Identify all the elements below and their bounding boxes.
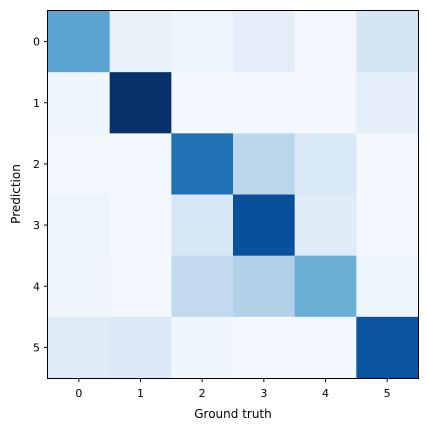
- heatmap-cell: [171, 316, 234, 379]
- x-tick-label: 5: [384, 387, 391, 400]
- y-axis-ticks: 0 1 2 3 4 5: [33, 36, 48, 354]
- x-tick-label: 0: [75, 387, 82, 400]
- heatmap-cell: [356, 133, 419, 195]
- heatmap-cell: [356, 11, 419, 73]
- plot-frame: [47, 10, 419, 379]
- x-tick-label: 3: [260, 387, 267, 400]
- heatmap-cell: [233, 316, 296, 379]
- heatmap-cell: [109, 255, 172, 318]
- heatmap-cell: [109, 316, 172, 379]
- heatmap-cell: [171, 11, 234, 73]
- heatmap-cell: [356, 255, 419, 318]
- y-axis-label: Prediction: [9, 164, 23, 224]
- heatmap-cell: [294, 194, 357, 257]
- heatmap-cell: [109, 11, 172, 73]
- x-tick-label: 1: [137, 387, 144, 400]
- heatmap-cell: [233, 133, 296, 195]
- x-tick-label: 4: [322, 387, 329, 400]
- heatmap-cell: [48, 133, 111, 195]
- heatmap-cell: [356, 316, 419, 379]
- heatmap-cell: [48, 11, 111, 73]
- heatmap-cell: [48, 316, 111, 379]
- heatmap-cell: [171, 72, 234, 134]
- heatmap-cell: [294, 133, 357, 195]
- y-tick-label: 2: [33, 158, 40, 171]
- heatmap-cell: [109, 194, 172, 257]
- heatmap-cell: [171, 194, 234, 257]
- heatmap-cell: [356, 72, 419, 134]
- heatmap-cell: [356, 194, 419, 257]
- heatmap-cell: [109, 133, 172, 195]
- heatmap-cell: [109, 72, 172, 134]
- heatmap-cells: [48, 11, 419, 379]
- y-tick-label: 4: [33, 280, 40, 293]
- heatmap-cell: [233, 11, 296, 73]
- x-tick-label: 2: [199, 387, 206, 400]
- y-tick-label: 3: [33, 219, 40, 232]
- heatmap-cell: [233, 255, 296, 318]
- y-tick-label: 5: [33, 341, 40, 354]
- heatmap-cell: [171, 255, 234, 318]
- heatmap-cell: [233, 194, 296, 257]
- y-tick-label: 1: [33, 97, 40, 110]
- heatmap-cell: [233, 72, 296, 134]
- y-tick-label: 0: [33, 36, 40, 49]
- x-axis-label: Ground truth: [194, 407, 272, 421]
- heatmap-cell: [294, 255, 357, 318]
- heatmap-cell: [171, 133, 234, 195]
- heatmap-cell: [48, 72, 111, 134]
- heatmap-cell: [48, 194, 111, 257]
- x-axis-ticks: 0 1 2 3 4 5: [75, 378, 391, 400]
- heatmap-cell: [294, 72, 357, 134]
- heatmap-cell: [294, 11, 357, 73]
- heatmap-cell: [48, 255, 111, 318]
- heatmap-cell: [294, 316, 357, 379]
